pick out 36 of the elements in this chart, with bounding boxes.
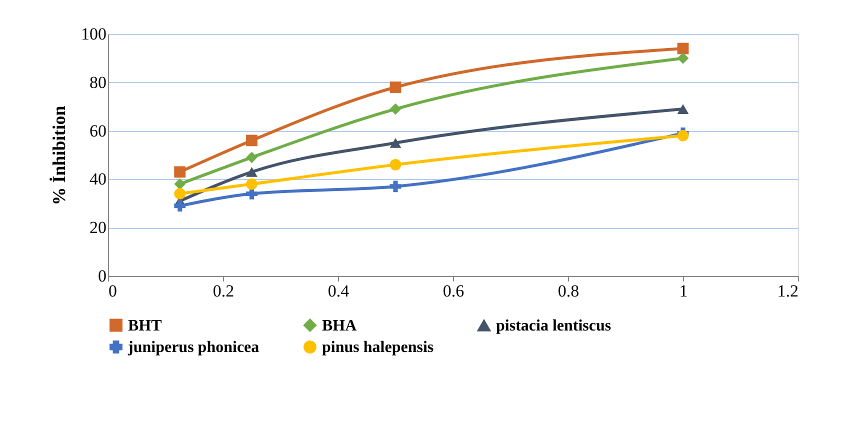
legend-label: BHA [322, 317, 358, 334]
point [246, 167, 258, 177]
point [174, 166, 186, 178]
point [174, 188, 186, 200]
point [390, 138, 402, 148]
y-tick-label: 0 [98, 266, 106, 286]
point [677, 104, 689, 114]
point [677, 52, 689, 64]
x-tick-label: 0.4 [328, 282, 350, 300]
point [390, 158, 402, 170]
point [174, 178, 186, 190]
y-tick-label: 60 [90, 121, 106, 140]
point [174, 200, 186, 212]
point [246, 152, 258, 164]
point [246, 178, 258, 190]
y-axis-title: % İnhibition [49, 106, 69, 206]
x-tick-label: 0.2 [212, 282, 234, 300]
x-tick-label: 0.8 [558, 282, 580, 300]
point [390, 103, 402, 115]
point [246, 134, 258, 146]
y-tick-label: 80 [90, 72, 106, 92]
legend-label: pinus halepensis [322, 339, 434, 356]
point [677, 130, 689, 142]
point [390, 82, 402, 93]
y-tick-label: 100 [81, 24, 106, 44]
point [246, 188, 258, 200]
point [390, 180, 402, 192]
legend-label: pistacia lentiscus [496, 318, 612, 335]
x-tick-label: 1.2 [777, 282, 798, 300]
legend-label: BHT [128, 317, 162, 334]
y-tick-label: 20 [90, 218, 106, 238]
y-tick-label: 40 [90, 170, 106, 189]
x-tick-label: 1 [679, 282, 688, 300]
legend-label: juniperus phonicea [127, 339, 260, 356]
x-tick-label: 0.6 [442, 282, 464, 300]
point [677, 42, 689, 54]
